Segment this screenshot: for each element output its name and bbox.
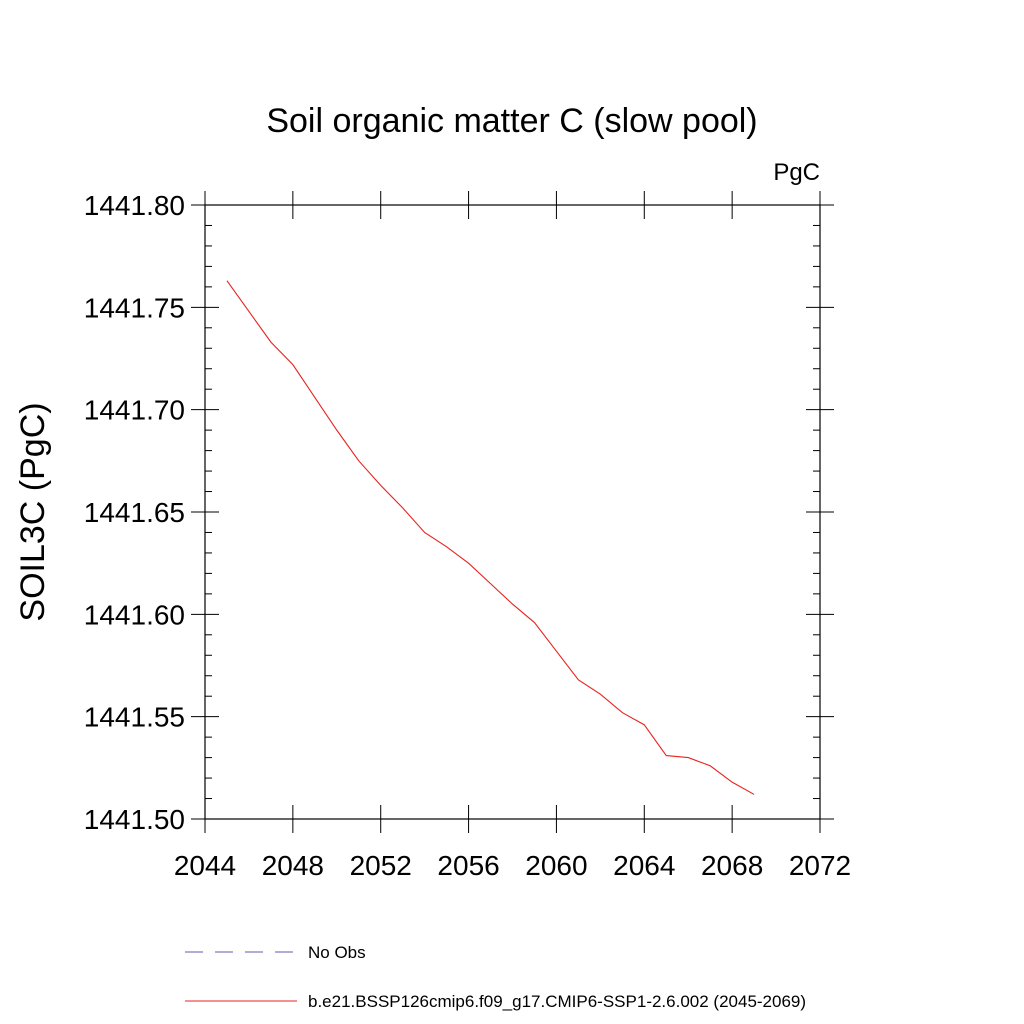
legend-label-model-run: b.e21.BSSP126cmip6.f09_g17.CMIP6-SSP1-2.…	[308, 992, 806, 1011]
series-layer	[226, 280, 755, 795]
y-tick-labels: 1441.50 1441.55 1441.60 1441.65 1441.70 1441.…	[84, 190, 185, 835]
units-label: PgC	[773, 159, 820, 186]
x-tick-label: 2052	[350, 850, 412, 881]
y-tick-label: 1441.50	[84, 804, 185, 835]
x-tick-label: 2044	[174, 850, 236, 881]
y-tick-label: 1441.65	[84, 497, 185, 528]
plot-frame	[204, 204, 821, 820]
legend-label-no-obs: No Obs	[308, 943, 366, 962]
y-axis-label: SOIL3C (PgC)	[14, 402, 52, 621]
x-tick-label: 2060	[525, 850, 587, 881]
legend: No Obs b.e21.BSSP126cmip6.f09_g17.CMIP6-…	[185, 943, 806, 1011]
x-tick-label: 2072	[789, 850, 851, 881]
x-tick-label: 2056	[437, 850, 499, 881]
x-tick-label: 2064	[613, 850, 675, 881]
y-tick-label: 1441.80	[84, 190, 185, 221]
x-tick-label: 2048	[262, 850, 324, 881]
y-tick-label: 1441.55	[84, 702, 185, 733]
y-tick-label: 1441.70	[84, 395, 185, 426]
chart-title: Soil organic matter C (slow pool)	[266, 102, 757, 140]
x-tick-labels: 2044 2048 2052 2056 2060 2064 2068 2072	[174, 850, 851, 881]
major-ticks	[191, 191, 834, 833]
series-line-1	[226, 280, 755, 795]
x-tick-label: 2068	[701, 850, 763, 881]
y-tick-label: 1441.75	[84, 292, 185, 323]
y-tick-label: 1441.60	[84, 599, 185, 630]
minor-ticks	[205, 224, 820, 800]
